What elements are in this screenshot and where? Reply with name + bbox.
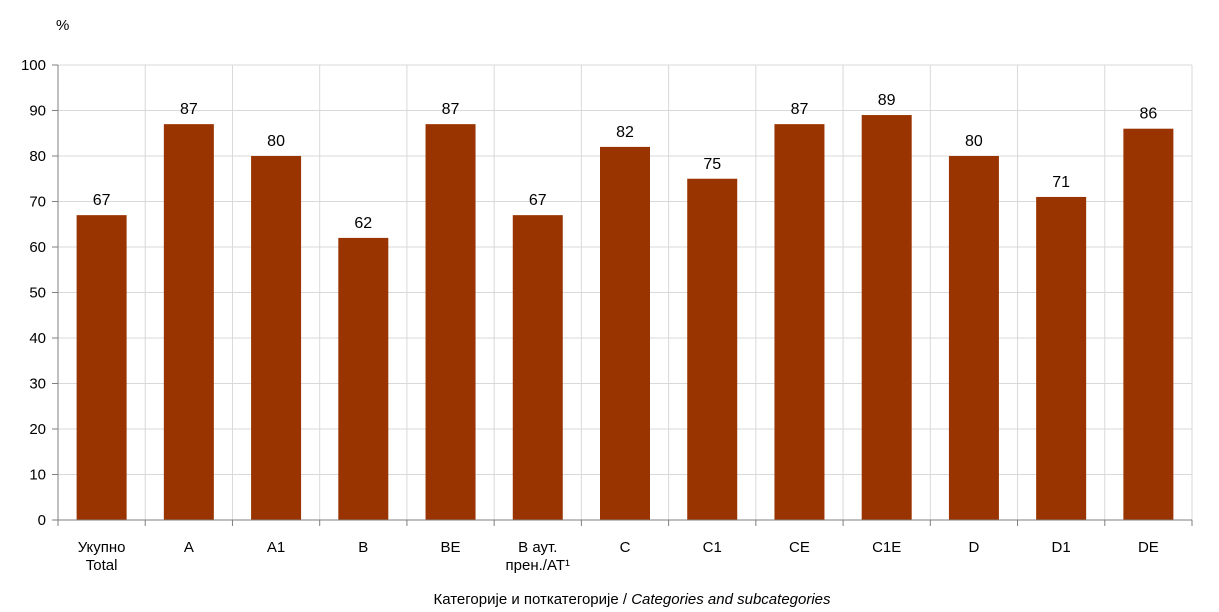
y-tick-label: 100 [21, 57, 46, 74]
bar [1123, 128, 1174, 520]
bar [76, 215, 127, 520]
x-tick-label: B аут. [518, 539, 557, 556]
y-tick-label: 90 [29, 103, 46, 120]
data-label: 86 [1139, 106, 1157, 123]
data-label: 71 [1052, 174, 1070, 191]
data-label: 62 [354, 215, 372, 232]
x-tick-label: Укупно [78, 539, 126, 556]
y-tick-label: 70 [29, 194, 46, 211]
x-tick-label: прен./AT¹ [506, 557, 570, 574]
x-tick-label: A1 [267, 539, 285, 556]
bar [774, 124, 825, 521]
bar [861, 115, 912, 521]
bar [251, 156, 302, 520]
y-tick-label: 10 [29, 467, 46, 484]
y-tick-label: 30 [29, 376, 46, 393]
x-tick-label: DE [1138, 539, 1159, 556]
x-tick-label: C1E [872, 539, 901, 556]
x-tick-label: D [969, 539, 980, 556]
y-tick-label: 50 [29, 285, 46, 302]
data-label: 80 [267, 133, 285, 150]
data-label: 89 [878, 92, 896, 109]
y-tick-label: 20 [29, 421, 46, 438]
data-labels: 67 87 80 62 87 67 82 75 87 89 80 71 86 [93, 92, 1158, 232]
bars [76, 115, 1174, 521]
y-tick-label: 60 [29, 239, 46, 256]
x-axis-title: Категорије и поткатегорије / Categories … [433, 591, 831, 608]
bar [512, 215, 563, 520]
bar [425, 124, 476, 521]
bar [338, 237, 389, 520]
y-tick-label: 0 [38, 512, 46, 529]
x-tick-label: C1 [703, 539, 722, 556]
y-tick-label: 80 [29, 148, 46, 165]
data-label: 87 [180, 101, 198, 118]
bar [1036, 196, 1087, 520]
data-label: 75 [703, 156, 721, 173]
x-tick-label: BE [441, 539, 461, 556]
bar [163, 124, 214, 521]
bar [687, 178, 738, 520]
y-tick-label: 40 [29, 330, 46, 347]
x-tick-label: CE [789, 539, 810, 556]
data-label: 87 [442, 101, 460, 118]
x-tick-label: Total [86, 557, 118, 574]
x-tick-label: D1 [1052, 539, 1071, 556]
bar [948, 156, 999, 520]
x-tick-label: C [620, 539, 631, 556]
data-label: 87 [791, 101, 809, 118]
y-tick-labels: 0 10 20 30 40 50 60 70 80 90 100 [21, 57, 46, 529]
data-label: 82 [616, 124, 634, 141]
data-label: 67 [529, 192, 547, 209]
x-tick-label: B [358, 539, 368, 556]
axes [52, 64, 1193, 526]
y-unit-label: % [56, 17, 69, 34]
bar [600, 146, 650, 520]
data-label: 80 [965, 133, 983, 150]
x-tick-label: A [184, 539, 194, 556]
data-label: 67 [93, 192, 111, 209]
